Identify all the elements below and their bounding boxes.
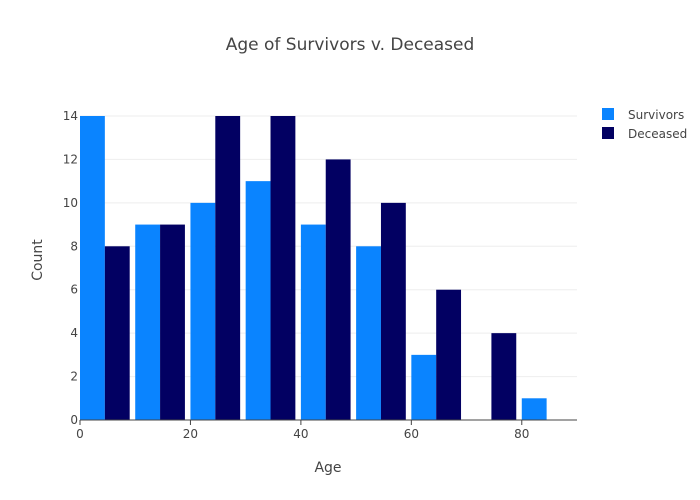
bar-survivors-50-60[interactable] [356, 246, 381, 420]
bar-deceased-10-20[interactable] [160, 224, 185, 420]
y-tick-label: 10 [63, 196, 78, 210]
legend-swatch [602, 108, 614, 120]
bar-deceased-60-70[interactable] [436, 289, 462, 420]
y-tick-label: 6 [70, 283, 78, 297]
legend-item-survivors[interactable]: Survivors [602, 108, 684, 122]
bar-survivors-80-90[interactable] [521, 398, 547, 420]
bar-deceased-30-40[interactable] [270, 116, 296, 420]
legend-swatch [602, 127, 614, 139]
bars [80, 116, 547, 420]
y-tick-label: 0 [70, 413, 78, 427]
x-axis-title: Age [314, 460, 341, 476]
bar-deceased-20-30[interactable] [215, 116, 241, 420]
x-tick-label: 0 [76, 427, 84, 441]
x-tick-label: 60 [404, 427, 419, 441]
axes [79, 419, 577, 425]
bar-survivors-30-40[interactable] [245, 181, 271, 420]
bar-survivors-0-10[interactable] [80, 116, 105, 420]
bar-deceased-0-10[interactable] [104, 246, 130, 420]
y-axis-title: Count [30, 239, 46, 281]
y-tick-label: 12 [63, 152, 78, 166]
bar-deceased-40-50[interactable] [325, 159, 351, 420]
bar-survivors-10-20[interactable] [135, 224, 161, 420]
bar-survivors-40-50[interactable] [300, 224, 326, 420]
y-tick-label: 4 [70, 326, 78, 340]
tick-labels: 0 2 4 6 8 10 12 14 0 20 40 60 80 [63, 109, 530, 441]
x-tick-label: 20 [183, 427, 198, 441]
x-tick-label: 80 [514, 427, 529, 441]
legend[interactable]: Survivors Deceased [602, 108, 687, 141]
bar-deceased-50-60[interactable] [380, 202, 406, 420]
legend-item-deceased[interactable]: Deceased [602, 127, 687, 141]
bar-survivors-20-30[interactable] [190, 202, 216, 420]
bar-deceased-70-80[interactable] [491, 333, 517, 420]
y-tick-label: 2 [70, 370, 78, 384]
x-tick-label: 40 [293, 427, 308, 441]
bar-survivors-60-70[interactable] [411, 354, 437, 420]
chart-title: Age of Survivors v. Deceased [226, 35, 475, 55]
y-tick-label: 14 [63, 109, 78, 123]
legend-label: Deceased [628, 127, 687, 141]
y-tick-label: 8 [70, 239, 78, 253]
legend-label: Survivors [628, 108, 684, 122]
